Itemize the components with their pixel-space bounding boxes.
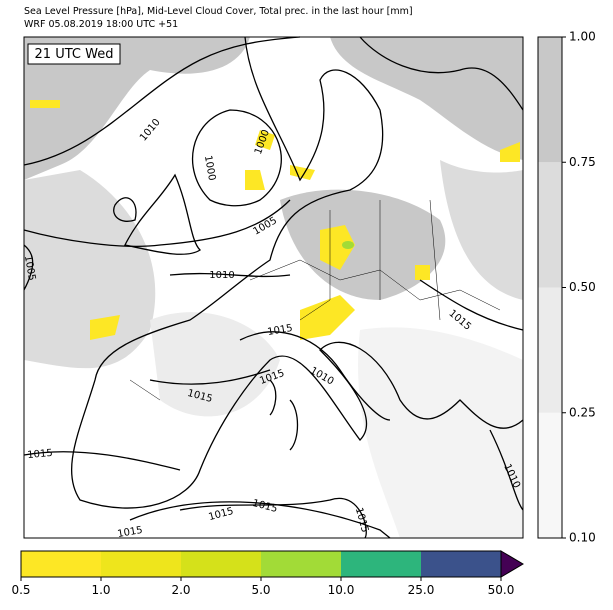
precipitation: [30, 100, 520, 340]
colorbar-tick-label: 50.0: [488, 583, 515, 597]
colorbar-tick-label: 25.0: [408, 583, 435, 597]
colorbar-tick-label: 1.0: [91, 583, 110, 597]
colorbar-segment: [101, 551, 181, 577]
time-label: 21 UTC Wed: [35, 47, 114, 62]
colorbar-tick-label: 0.75: [569, 155, 596, 169]
colorbar-segment: [341, 551, 421, 577]
colorbar-tick-label: 1.00: [569, 30, 596, 44]
colorbar-segment: [421, 551, 501, 577]
colorbar-segment: [538, 287, 562, 413]
colorbar-extend: [500, 550, 524, 578]
contour-label: 1005: [22, 255, 37, 282]
contour-label: 1015: [267, 323, 294, 338]
colorbar-tick-label: 0.50: [569, 280, 596, 294]
colorbar-segment: [538, 412, 562, 538]
subtitle: WRF 05.08.2019 18:00 UTC +51: [24, 19, 178, 30]
colorbar-segment: [21, 551, 101, 577]
colorbar-tick-label: 0.25: [569, 405, 596, 419]
map-frame: [23, 36, 524, 539]
isobars: [23, 36, 524, 539]
coastlines: [71, 36, 524, 539]
colorbar-segment: [538, 37, 562, 163]
cloud-cover: [24, 37, 523, 538]
colorbar-segment: [261, 551, 341, 577]
precip-colorbar: 0.5 1.0 2.0 5.0 10.0 25.0 50.0: [11, 550, 524, 597]
contour-label: 1015: [117, 525, 144, 540]
colorbar-tick-label: 0.10: [569, 531, 596, 545]
contour-label: 1010: [209, 270, 234, 281]
colorbar-segment: [181, 551, 261, 577]
contour-label: 1000: [202, 155, 217, 182]
colorbar-tick-label: 2.0: [171, 583, 190, 597]
colorbar-tick-label: 5.0: [251, 583, 270, 597]
colorbar-segment: [538, 162, 562, 288]
colorbar-tick-label: 10.0: [328, 583, 355, 597]
borders: [129, 199, 501, 401]
colorbar-tick-label: 0.5: [11, 583, 30, 597]
time-label-box: [27, 43, 121, 65]
contour-label: 1015: [27, 448, 53, 461]
title: Sea Level Pressure [hPa], Mid-Level Clou…: [24, 6, 413, 17]
cloud-colorbar: 0.10 0.25 0.50 0.75 1.00: [537, 30, 596, 545]
